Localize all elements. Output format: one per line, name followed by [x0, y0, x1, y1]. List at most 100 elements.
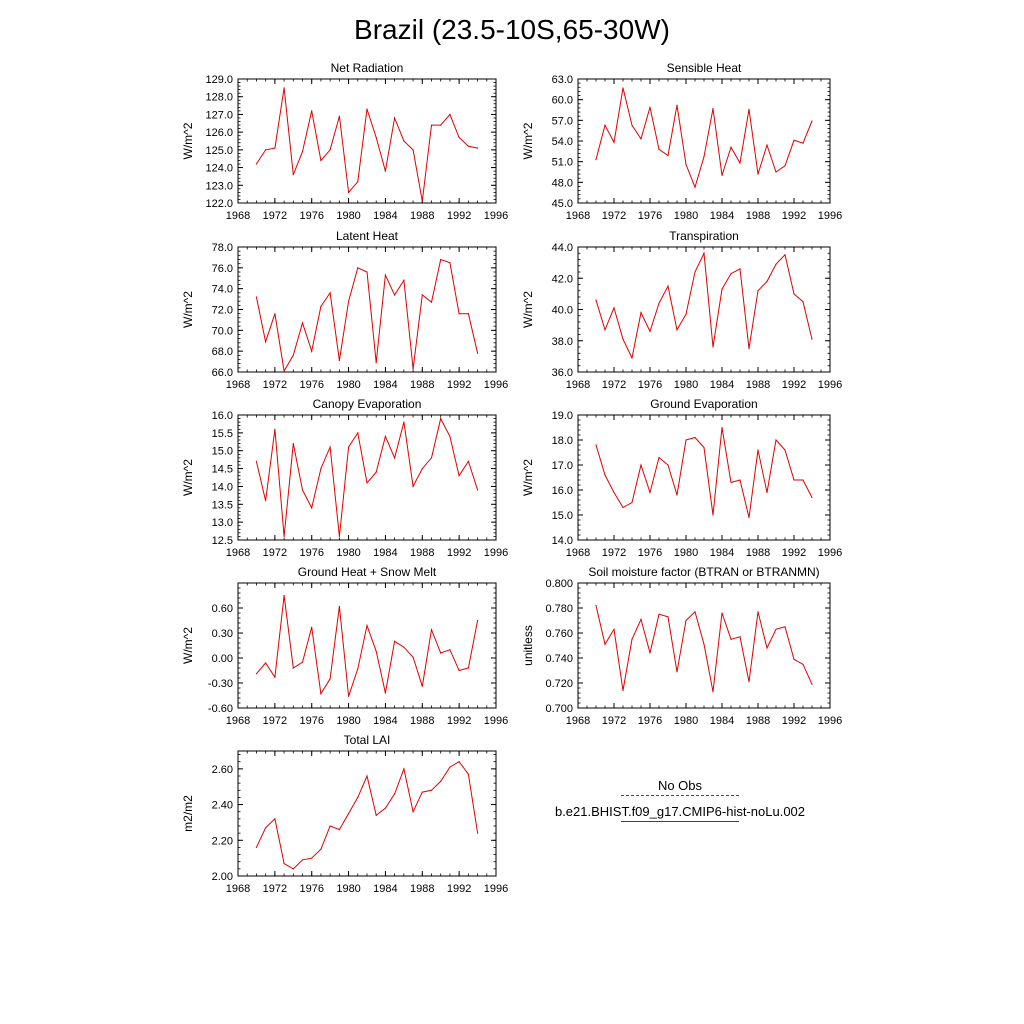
plot-frame [577, 78, 831, 204]
data-point [730, 481, 732, 484]
chart-panel: Net Radiation 1968 1972 1976 1980 1984 1988 199… [181, 61, 508, 222]
data-point [802, 479, 804, 481]
y-axis-label: W/m^2 [181, 122, 195, 159]
x-tick-label: 1980 [674, 210, 698, 222]
data-point [283, 594, 285, 597]
data-point [394, 294, 396, 296]
x-tick-label: 1984 [373, 883, 397, 895]
x-tick-label: 1996 [818, 715, 842, 727]
data-point [766, 647, 768, 649]
data-point [394, 793, 396, 795]
y-tick-label: 48.0 [552, 177, 573, 189]
data-point [703, 643, 705, 645]
data-point [622, 87, 624, 89]
data-point [802, 301, 804, 303]
data-point [793, 479, 795, 481]
data-point [329, 678, 331, 680]
y-tick-label: -0.60 [208, 703, 233, 715]
data-point [802, 142, 804, 144]
data-point [784, 165, 786, 167]
data-point [412, 656, 414, 658]
x-tick-label: 1984 [710, 547, 734, 559]
data-point [748, 516, 750, 519]
data-point [403, 768, 405, 770]
data-point [775, 439, 777, 441]
chart-title: Latent Heat [336, 229, 399, 243]
data-point [631, 357, 633, 359]
x-tick-label: 1976 [638, 210, 662, 222]
data-point [640, 618, 642, 620]
y-tick-label: 128.0 [205, 92, 233, 104]
x-tick-label: 1972 [263, 715, 287, 727]
data-point [311, 350, 313, 352]
data-point [467, 460, 469, 462]
data-point [784, 449, 786, 451]
data-point [694, 271, 696, 273]
data-point [748, 108, 750, 110]
data-point [283, 862, 285, 865]
y-tick-label: 19.0 [552, 410, 573, 422]
data-point [301, 859, 304, 861]
data-point [649, 652, 651, 654]
data-point [430, 124, 433, 126]
data-point [658, 302, 660, 304]
y-tick-label: 66.0 [212, 367, 233, 379]
y-tick-label: 16.0 [212, 410, 233, 422]
data-point [622, 506, 624, 509]
y-axis-label: W/m^2 [521, 459, 535, 496]
x-tick-label: 1992 [782, 210, 806, 222]
data-point [676, 104, 678, 106]
x-tick-label: 1988 [746, 210, 770, 222]
data-point [458, 669, 460, 672]
data-point [685, 619, 687, 622]
data-point [301, 661, 304, 663]
y-tick-label: 76.0 [212, 263, 233, 275]
y-tick-label: 14.5 [212, 464, 233, 476]
data-point [458, 136, 460, 139]
data-point [449, 435, 451, 437]
x-tick-label: 1996 [818, 379, 842, 391]
y-tick-label: 0.700 [545, 703, 573, 715]
data-point [265, 662, 267, 664]
data-point [811, 683, 813, 685]
data-point [712, 108, 714, 110]
data-point [739, 479, 741, 481]
data-point [384, 807, 386, 809]
series-line [255, 417, 479, 537]
data-point [766, 491, 768, 494]
data-point [811, 496, 813, 499]
x-tick-label: 1980 [336, 883, 360, 895]
x-tick-label: 1988 [410, 547, 434, 559]
data-point [255, 846, 257, 849]
x-tick-label: 1980 [336, 379, 360, 391]
series-line [595, 87, 813, 189]
x-tick-label: 1992 [782, 715, 806, 727]
data-point [440, 258, 442, 261]
data-point [467, 773, 469, 775]
chart-title: Net Radiation [331, 61, 404, 75]
y-tick-label: 2.60 [212, 764, 233, 776]
chart-panel: Ground Heat + Snow Melt 1968 1972 1976 1980 1… [181, 565, 508, 727]
data-point [430, 789, 433, 791]
plot-frame [577, 246, 831, 373]
y-tick-label: 123.0 [205, 180, 233, 192]
data-point [384, 435, 386, 437]
data-point [477, 489, 479, 491]
x-tick-label: 1972 [263, 883, 287, 895]
y-tick-label: 14.0 [212, 481, 233, 493]
data-point [430, 457, 433, 459]
data-point [403, 140, 405, 142]
x-tick-label: 1980 [336, 547, 360, 559]
data-point [403, 646, 405, 648]
data-point [320, 848, 322, 850]
legend: No Obs b.e21.BHIST.f09_g17.CMIP6-hist-no… [530, 778, 830, 822]
data-point [421, 294, 423, 296]
data-point [784, 254, 786, 256]
x-tick-label: 1968 [566, 547, 590, 559]
y-tick-label: 36.0 [552, 367, 573, 379]
data-point [467, 667, 469, 669]
y-tick-label: 63.0 [552, 74, 573, 86]
data-point [811, 338, 813, 340]
data-point [667, 285, 669, 287]
x-tick-label: 1968 [226, 883, 250, 895]
